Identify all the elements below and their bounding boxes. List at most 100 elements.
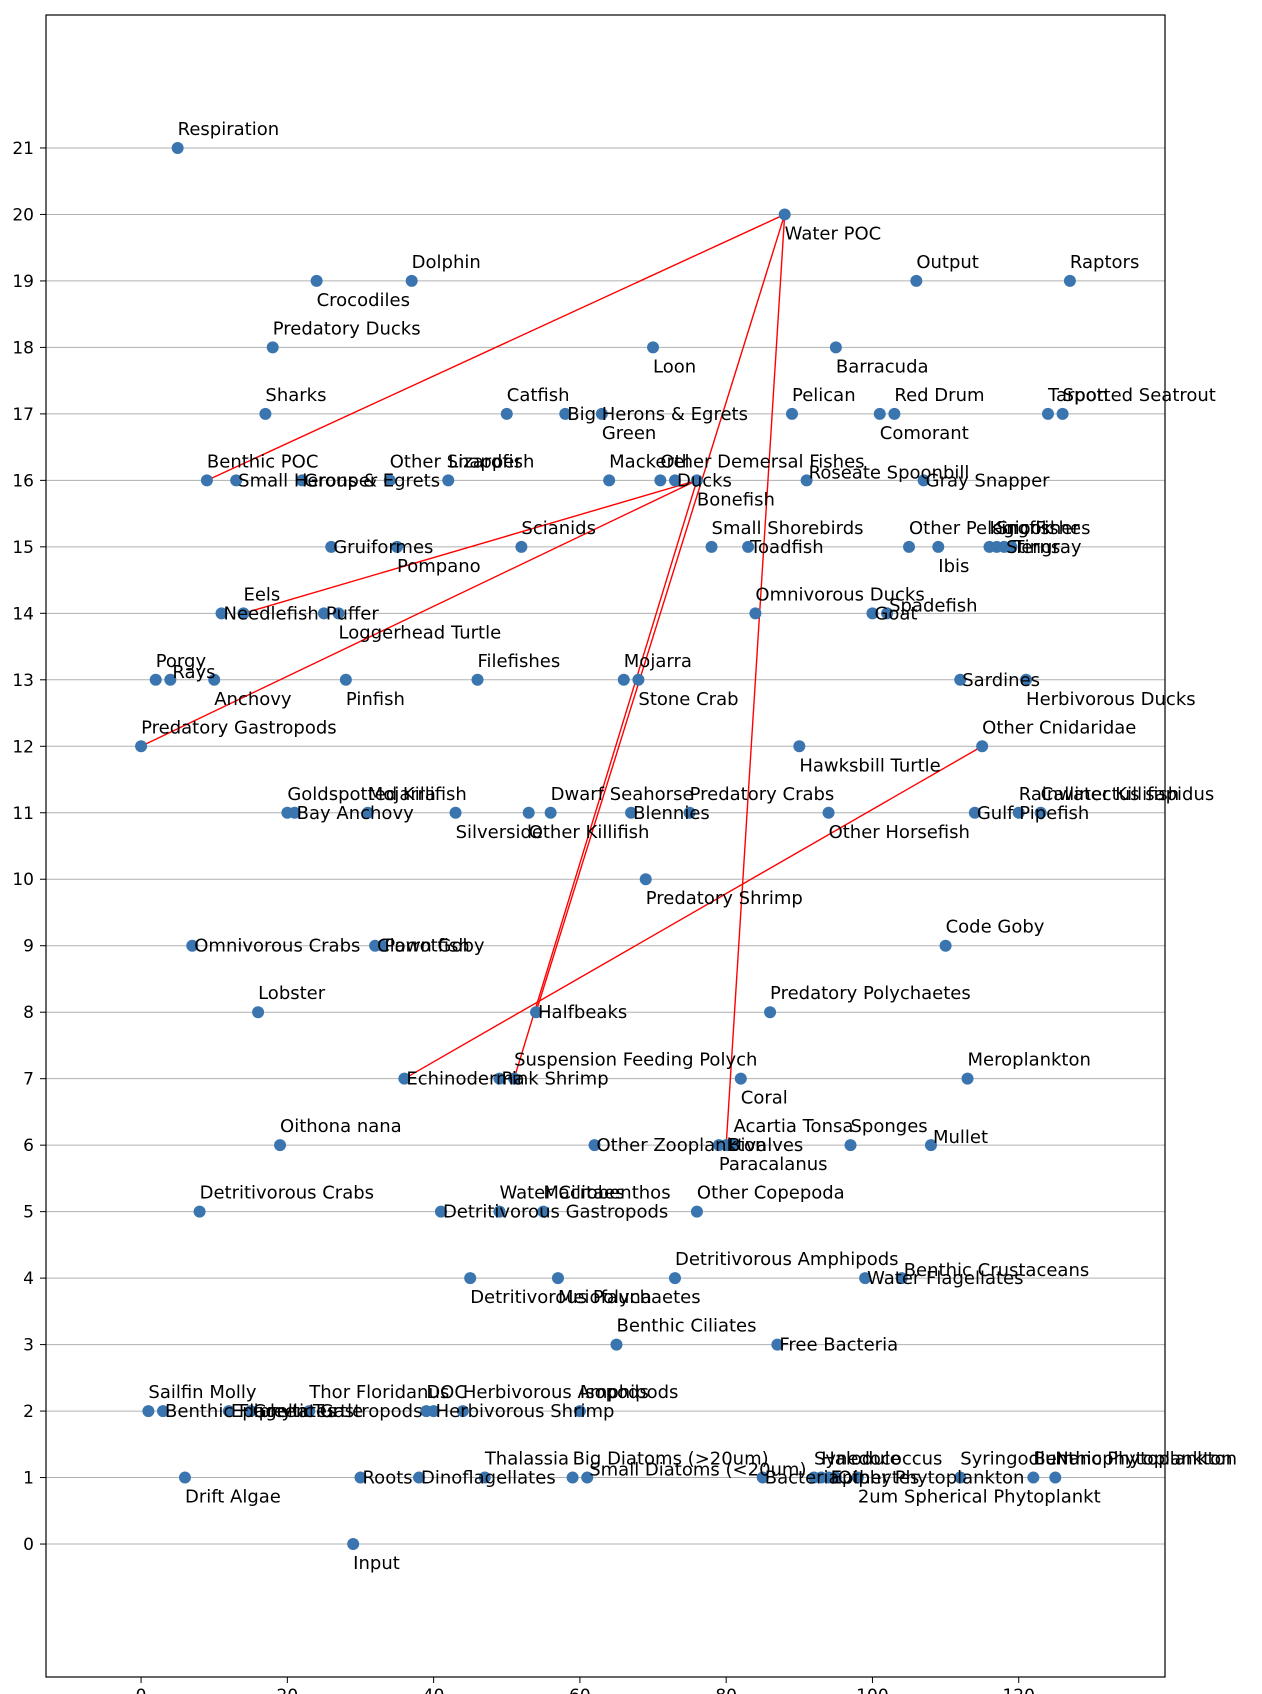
x-tick-label: 60 (569, 1686, 591, 1694)
data-point (1049, 1471, 1062, 1484)
data-point (135, 740, 148, 753)
point-label: Nanophytoplankton (1055, 1449, 1232, 1470)
connection-lines (140, 213, 983, 1146)
data-point (193, 1205, 206, 1218)
data-point (793, 740, 806, 753)
point-label: Roseate Spoonbill (809, 462, 970, 483)
data-point (625, 806, 638, 819)
data-point (690, 474, 703, 487)
point-label: Epiphytic Gastropods (231, 1401, 423, 1422)
point-label: 2um Spherical Phytoplankt (858, 1487, 1101, 1508)
point-label: Bivalves (728, 1135, 803, 1156)
point-label: Suspension Feeding Polych (514, 1050, 757, 1071)
data-point (478, 1471, 491, 1484)
point-label: Sponges (851, 1116, 928, 1137)
data-point (537, 1205, 550, 1218)
data-point (690, 1205, 703, 1218)
point-label: Isopods (580, 1382, 649, 1403)
point-label: Coral (741, 1088, 788, 1109)
y-tick-label: 15 (12, 538, 34, 558)
point-label: Stone Crab (638, 689, 738, 710)
data-point (888, 407, 901, 420)
point-label: Ducks (677, 470, 732, 491)
point-label: Echinoderma (406, 1069, 524, 1090)
point-label: Bacteria (765, 1468, 840, 1489)
connection-line (725, 214, 786, 1146)
point-label: Water POC (785, 223, 882, 244)
point-label: Clown Goby (377, 936, 485, 957)
point-label: Tarpon (1047, 385, 1108, 406)
data-point (149, 673, 162, 686)
data-point (749, 607, 762, 620)
point-label: Crocodiles (317, 290, 410, 311)
point-label: Water Flagellates (867, 1268, 1023, 1289)
y-tick-label: 17 (12, 405, 34, 425)
point-label: Loon (653, 356, 696, 377)
data-point (493, 1072, 506, 1085)
y-tick-label: 7 (23, 1070, 34, 1090)
data-point (559, 407, 572, 420)
point-label: Gruiformes (333, 537, 433, 558)
x-tick-label: 80 (715, 1686, 737, 1694)
y-tick-label: 13 (12, 671, 34, 691)
data-point (778, 208, 791, 221)
data-point (259, 407, 272, 420)
data-point (339, 673, 352, 686)
data-point (361, 806, 374, 819)
point-label: Needlefish (224, 603, 319, 624)
point-label: Omnivorous Ducks (755, 584, 924, 605)
point-label: Predatory Shrimp (646, 888, 803, 909)
data-point (544, 806, 557, 819)
data-point (317, 607, 330, 620)
data-point (252, 1006, 265, 1019)
data-point (1056, 407, 1069, 420)
point-label: Parrotfish (384, 936, 469, 957)
data-point (932, 540, 945, 553)
point-label: Other Snapper (390, 451, 523, 472)
data-point (588, 1139, 601, 1152)
data-point (683, 806, 696, 819)
data-point (186, 939, 199, 952)
point-label: Stingray (1006, 537, 1082, 558)
y-tick-label: 6 (23, 1136, 34, 1156)
point-label: Herbivorous Amphipods (463, 1382, 679, 1403)
data-point (1034, 806, 1047, 819)
point-label: Other Zooplankton (597, 1135, 767, 1156)
y-tick-label: 14 (12, 604, 34, 624)
data-point (434, 1205, 447, 1218)
data-point (464, 1272, 477, 1285)
data-point (310, 274, 323, 287)
point-label: Loggerhead Turtle (339, 622, 502, 643)
point-label: Free Bacteria (779, 1335, 898, 1356)
point-label: Mullet (933, 1127, 988, 1148)
data-point (829, 341, 842, 354)
data-point (895, 1272, 908, 1285)
data-point (508, 1072, 521, 1085)
point-label: Blennies (633, 803, 710, 824)
point-label: Kingfisher (989, 518, 1080, 539)
data-point (939, 939, 952, 952)
point-label: Omnivorous Crabs (194, 936, 360, 957)
data-point (639, 873, 652, 886)
data-point (595, 407, 608, 420)
point-label: Herbivorous Shrimp (436, 1401, 615, 1422)
point-label: Meiofauna (558, 1287, 652, 1308)
y-tick-label: 11 (12, 804, 34, 824)
point-label: Input (353, 1553, 400, 1574)
y-tick-label: 21 (12, 139, 34, 159)
data-point (157, 1405, 170, 1418)
point-label: Goldspotted Killifish (287, 784, 466, 805)
point-label: Ibis (938, 556, 969, 577)
point-label: Terns (1012, 537, 1060, 558)
point-label: Big Herons & Egrets (567, 404, 748, 425)
point-label: Synedococcus (814, 1449, 943, 1470)
point-label: Grouper (304, 470, 378, 491)
point-label: Green (602, 423, 657, 444)
point-label: Barracuda (836, 356, 929, 377)
point-label: Sailfin Molly (148, 1382, 256, 1403)
point-label: Drift Algae (185, 1487, 281, 1508)
data-point (954, 1471, 967, 1484)
point-label: DOC (426, 1382, 467, 1403)
